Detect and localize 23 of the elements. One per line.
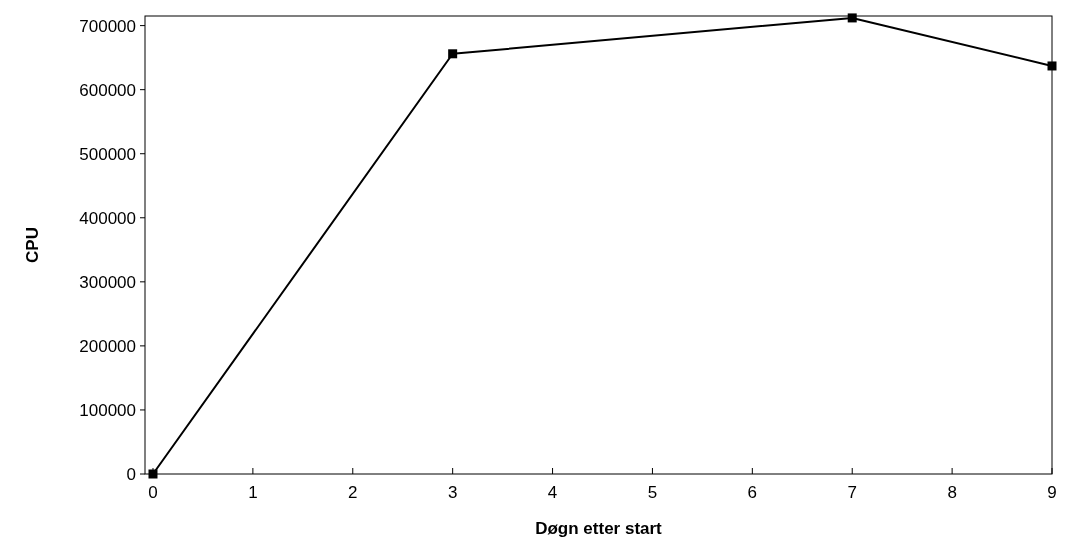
x-tick-label: 5 — [647, 483, 658, 502]
x-tick-label: 9 — [1047, 483, 1057, 502]
x-axis-title: Døgn etter start — [535, 519, 663, 538]
y-tick-label: 700000 — [79, 16, 136, 36]
y-tick-label: 600000 — [79, 80, 136, 100]
point — [1047, 61, 1057, 71]
y-axis-title: CPU — [23, 227, 42, 263]
y-tick-label: 200000 — [79, 336, 136, 356]
x-tick-label: 3 — [447, 483, 458, 502]
y-tick-label: 500000 — [79, 144, 136, 164]
x-tick-label: 4 — [547, 483, 558, 502]
y-tick-label: 400000 — [79, 208, 136, 228]
point — [847, 13, 857, 23]
y-tick-label: 0 — [126, 464, 136, 484]
x-tick-label: 7 — [847, 483, 857, 502]
x-tick-label: 2 — [348, 483, 358, 502]
x-tick-label: 1 — [248, 483, 258, 502]
x-tick-label: 6 — [747, 483, 758, 502]
x-tick-label: 0 — [148, 483, 158, 502]
y-tick-label: 300000 — [79, 272, 136, 292]
point — [448, 49, 458, 59]
x-tick-label: 8 — [947, 483, 957, 502]
y-tick-label: 100000 — [79, 400, 136, 420]
